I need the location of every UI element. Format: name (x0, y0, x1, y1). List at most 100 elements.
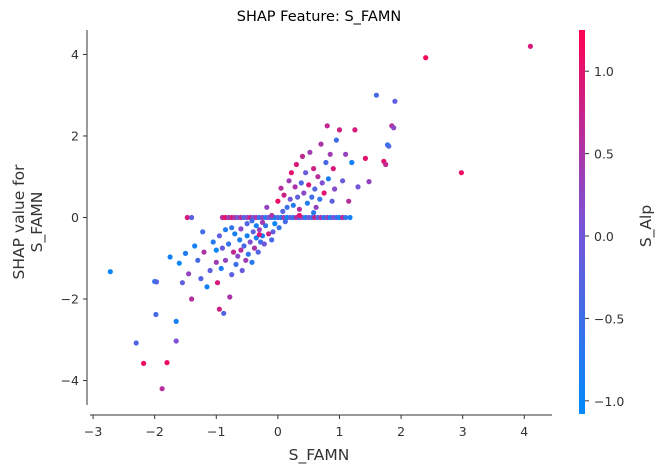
data-point-42 (244, 233, 250, 239)
data-point-37 (237, 237, 243, 243)
data-point-38 (238, 247, 244, 253)
data-point-16 (192, 243, 198, 249)
data-point-31 (227, 294, 233, 300)
data-point-110 (347, 214, 353, 221)
colorbar-tick-label: −0.5 (594, 311, 624, 326)
x-tick-label: 4 (520, 424, 528, 439)
y-axis-title-line-2: S_FAMN (28, 192, 47, 253)
data-point-147 (329, 198, 335, 204)
data-point-134 (309, 194, 315, 200)
y-axis-ticks: −4 −2 0 2 4 (61, 47, 87, 388)
data-point-154 (346, 198, 352, 204)
data-point-170 (527, 43, 534, 49)
data-point-14 (186, 271, 192, 277)
data-point-58 (244, 221, 250, 227)
colorbar-title: S_Alp (637, 205, 656, 247)
data-point-66 (259, 219, 266, 225)
data-point-59 (229, 225, 235, 231)
data-point-2 (141, 360, 147, 366)
data-point-9 (173, 318, 179, 324)
data-point-171 (269, 212, 275, 219)
y-tick-label: −4 (61, 373, 79, 388)
data-point-137 (313, 204, 319, 210)
colorbar-tick-label: 0.5 (594, 147, 614, 162)
data-point-56 (269, 237, 275, 243)
data-point-122 (290, 202, 296, 208)
data-point-50 (256, 227, 262, 233)
data-point-174 (311, 210, 317, 216)
data-point-157 (355, 184, 361, 190)
data-point-150 (333, 137, 339, 143)
x-axis-title: S_FAMN (289, 446, 350, 465)
data-point-36 (235, 253, 241, 259)
data-point-21 (207, 267, 213, 274)
data-point-152 (340, 178, 346, 184)
data-point-28 (221, 310, 227, 316)
x-tick-label: −3 (84, 424, 102, 439)
data-point-114 (275, 198, 281, 204)
data-point-175 (249, 218, 255, 224)
data-point-111 (270, 229, 276, 235)
data-point-143 (323, 159, 329, 166)
data-point-54 (263, 223, 269, 229)
data-point-113 (264, 204, 270, 210)
data-point-112 (276, 225, 282, 231)
x-tick-label: 3 (459, 424, 467, 439)
data-point-39 (239, 267, 245, 274)
data-point-17 (195, 257, 201, 263)
data-point-156 (352, 127, 358, 133)
x-tick-label: −1 (207, 424, 225, 439)
data-point-30 (226, 241, 232, 247)
data-point-176 (256, 232, 262, 238)
data-point-67 (184, 214, 190, 221)
data-point-1 (133, 340, 139, 346)
colorbar-tick-label: 1.0 (594, 64, 614, 79)
data-point-45 (249, 259, 255, 265)
scatter-points (107, 43, 534, 392)
data-point-117 (281, 192, 287, 198)
data-point-33 (230, 249, 237, 255)
data-point-44 (247, 239, 253, 245)
data-point-118 (284, 204, 290, 210)
data-point-141 (319, 180, 325, 186)
data-point-123 (292, 184, 298, 190)
data-point-32 (229, 272, 235, 278)
data-point-166 (392, 98, 398, 104)
data-point-15 (189, 296, 195, 302)
data-point-60 (213, 247, 219, 253)
y-tick-label: 4 (71, 47, 79, 62)
data-point-138 (315, 174, 321, 180)
data-point-65 (253, 223, 259, 229)
data-point-132 (306, 182, 312, 188)
data-point-41 (243, 257, 249, 263)
data-point-159 (366, 179, 372, 185)
data-point-145 (325, 176, 331, 182)
data-point-131 (304, 200, 310, 206)
data-point-10 (173, 338, 179, 344)
data-point-144 (324, 123, 330, 129)
data-point-27 (219, 245, 225, 251)
data-point-140 (318, 141, 324, 147)
x-tick-label: 2 (397, 424, 405, 439)
data-point-173 (296, 212, 302, 219)
data-point-24 (214, 280, 221, 286)
data-point-53 (261, 241, 267, 247)
chart-title: SHAP Feature: S_FAMN (237, 9, 401, 25)
data-point-48 (253, 235, 259, 241)
data-point-136 (312, 186, 318, 192)
data-point-43 (245, 251, 251, 257)
data-point-49 (255, 249, 261, 255)
data-point-127 (298, 180, 304, 186)
x-tick-label: 1 (336, 424, 344, 439)
data-point-133 (307, 149, 313, 155)
data-point-40 (241, 243, 247, 249)
data-point-7 (164, 360, 170, 366)
x-axis-ticks: −3 −2 −1 0 1 2 3 4 (84, 415, 528, 439)
y-tick-label: −2 (61, 292, 79, 307)
x-tick-label: 0 (274, 424, 282, 439)
data-point-26 (218, 265, 224, 272)
data-point-129 (301, 190, 307, 196)
data-point-139 (317, 196, 323, 202)
data-point-135 (311, 166, 317, 172)
